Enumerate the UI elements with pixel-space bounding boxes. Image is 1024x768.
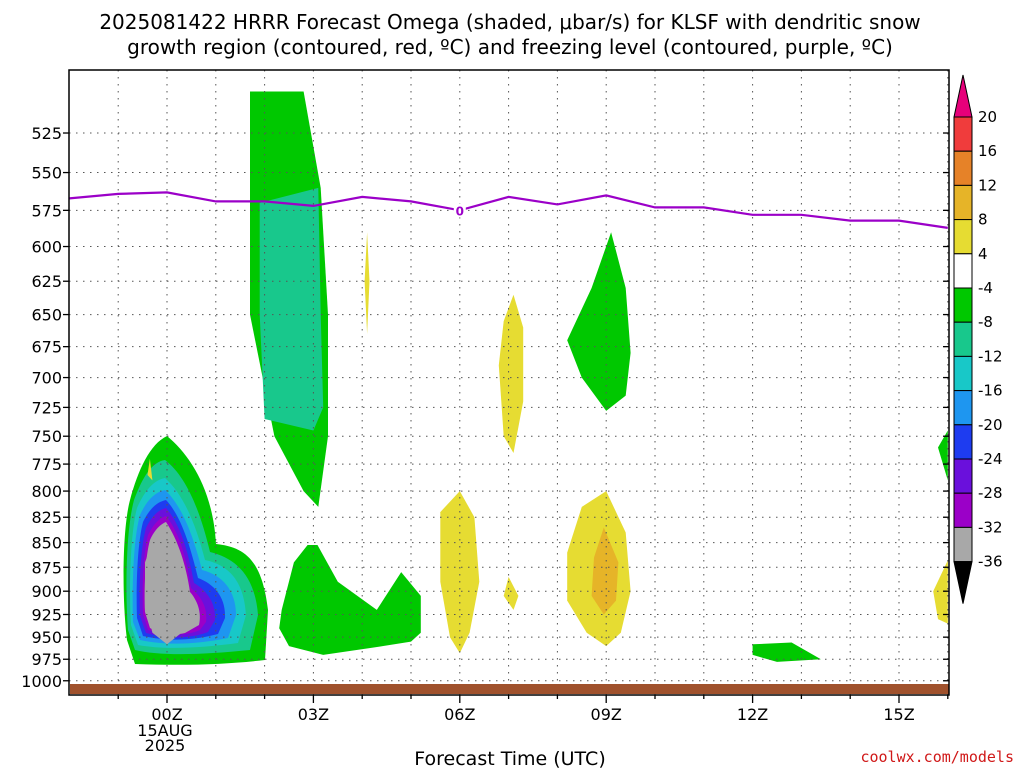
colorbar-segment	[953, 321, 973, 357]
colorbar-segment	[953, 219, 973, 255]
chart-title-line2: growth region (contoured, red, ºC) and f…	[127, 35, 893, 59]
y-tick-label: 675	[31, 338, 62, 357]
watermark-text: coolwx.com/models	[860, 748, 1014, 766]
colorbar-extend-top	[953, 74, 973, 118]
omega-region-14	[938, 430, 948, 481]
y-tick-label: 875	[31, 558, 62, 577]
y-tick-label: 600	[31, 238, 62, 257]
y-tick-label: 750	[31, 427, 62, 446]
y-tick-label: 900	[31, 582, 62, 601]
colorbar-label: 4	[978, 245, 988, 263]
colorbar-label: 12	[978, 176, 997, 194]
omega-region-10	[591, 527, 619, 615]
y-tick-label: 800	[31, 482, 62, 501]
x-tick-label: 00Z	[151, 705, 182, 724]
omega-region-core	[145, 529, 187, 645]
colorbar-segment	[953, 424, 973, 460]
colorbar-label: -20	[978, 416, 1003, 434]
x-axis-title: Forecast Time (UTC)	[414, 748, 605, 768]
y-tick-label: 925	[31, 605, 62, 624]
x-tick-label: 09Z	[591, 705, 622, 724]
colorbar-label: 16	[978, 142, 997, 160]
y-tick-label: 575	[31, 201, 62, 220]
colorbar-label: -4	[978, 279, 993, 297]
omega-region-12	[503, 576, 519, 610]
x-tick-label: 15Z	[883, 705, 914, 724]
omega-region-6	[364, 232, 370, 334]
x-tick-sublabel: 2025	[145, 736, 186, 755]
chart-title-line1: 2025081422 HRRR Forecast Omega (shaded, …	[99, 10, 920, 34]
colorbar-label: -36	[978, 553, 1003, 571]
omega-region-2	[259, 187, 324, 431]
freezing-level-line	[69, 191, 948, 229]
colorbar-segment	[953, 184, 973, 221]
y-axis: 525 550 575 600 625 650 675 700 725 750 775 800 825 8…	[21, 124, 949, 691]
y-tick-label: 1000	[21, 672, 62, 691]
x-tick-label: 03Z	[298, 705, 329, 724]
y-tick-label: 725	[31, 398, 62, 417]
omega-region-7	[567, 232, 631, 411]
omega-gap-region	[262, 520, 326, 545]
colorbar-label: 20	[978, 108, 997, 126]
colorbar-label: 8	[978, 211, 988, 229]
colorbar-label: -8	[978, 313, 993, 331]
colorbar-extend-bottom	[953, 561, 973, 604]
y-tick-label: 550	[31, 164, 62, 183]
colorbar: 20 16 12 8 4 -4 -8 -12 -16 -20 -24 -28 -32 -36	[953, 74, 1003, 604]
x-tick-sublabel: 15AUG	[137, 721, 192, 740]
y-tick-label: 650	[31, 306, 62, 325]
y-tick-label: 775	[31, 455, 62, 474]
colorbar-label: -24	[978, 450, 1003, 468]
colorbar-segment	[953, 287, 973, 323]
colorbar-label: -28	[978, 484, 1003, 502]
colorbar-label: -16	[978, 382, 1003, 400]
colorbar-segment	[953, 355, 973, 392]
omega-region-8	[440, 491, 480, 654]
x-tick-label: 06Z	[444, 705, 475, 724]
colorbar-segment	[953, 458, 973, 494]
colorbar-segment	[953, 150, 973, 186]
colorbar-segment	[953, 253, 973, 289]
colorbar-segment	[953, 390, 973, 426]
y-tick-label: 625	[31, 272, 62, 291]
colorbar-label: -32	[978, 518, 1003, 536]
y-tick-label: 850	[31, 534, 62, 553]
x-tick-label: 12Z	[737, 705, 768, 724]
colorbar-label: -12	[978, 347, 1003, 365]
omega-region-4	[498, 294, 524, 453]
y-tick-label: 700	[31, 369, 62, 388]
colorbar-segment	[953, 116, 973, 152]
freezing-level-label-bg	[453, 203, 466, 218]
omega-region-11	[752, 642, 821, 662]
colorbar-segment	[953, 492, 973, 528]
y-tick-label: 975	[31, 650, 62, 669]
freezing-level-label: 0	[456, 204, 464, 218]
terrain-surface	[70, 684, 949, 694]
y-tick-label: 825	[31, 508, 62, 527]
omega-region-5	[147, 458, 153, 481]
y-tick-label: 950	[31, 628, 62, 647]
y-tick-label: 525	[31, 124, 62, 143]
colorbar-segment	[953, 526, 973, 563]
omega-region-13	[933, 560, 948, 624]
